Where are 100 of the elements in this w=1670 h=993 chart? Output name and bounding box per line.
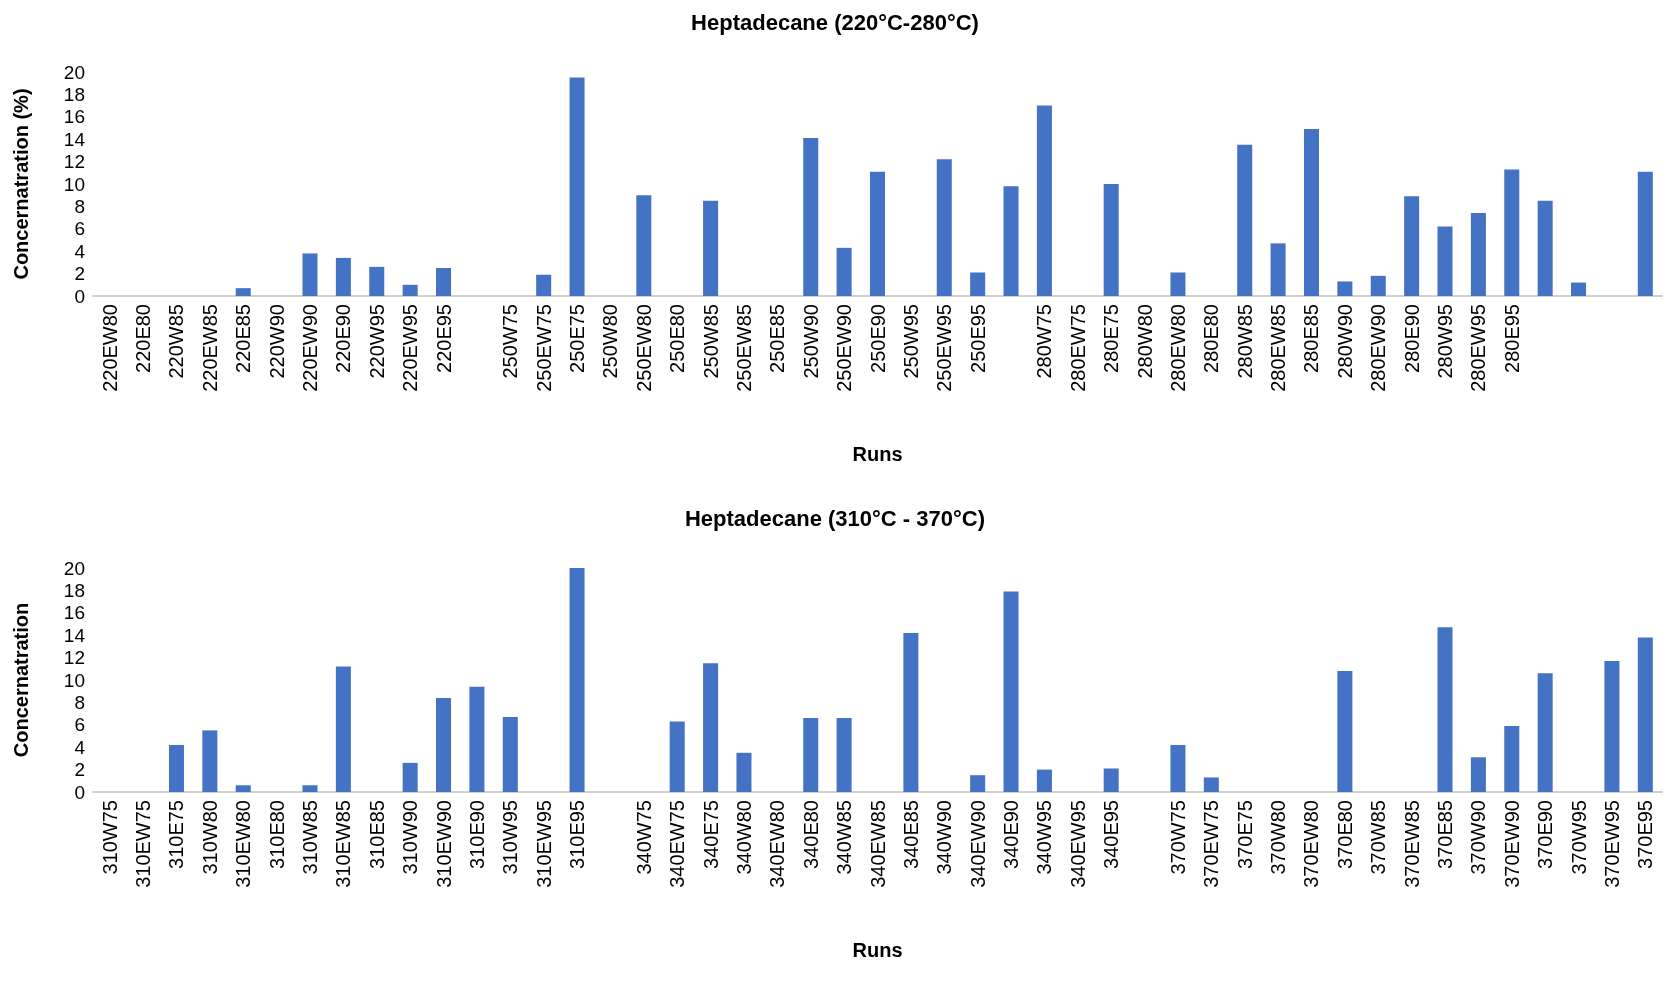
y-tick-label: 20 bbox=[63, 557, 85, 579]
x-tick-label: 220E90 bbox=[332, 304, 355, 373]
bar bbox=[1504, 169, 1520, 296]
x-tick-label: 250E90 bbox=[866, 304, 889, 373]
bar bbox=[569, 77, 585, 296]
x-tick-label: 220W95 bbox=[365, 304, 388, 379]
bar bbox=[469, 686, 485, 792]
x-tick-label: 220E85 bbox=[232, 304, 255, 373]
y-tick-label: 8 bbox=[74, 691, 85, 713]
x-tick-label: 310EW85 bbox=[332, 800, 355, 888]
y-tick-label: 12 bbox=[63, 647, 85, 669]
x-tick-label: 340E85 bbox=[899, 800, 922, 869]
x-tick-label: 370E90 bbox=[1534, 800, 1557, 869]
y-tick-label: 20 bbox=[63, 61, 85, 83]
x-tick-label: 310EW90 bbox=[432, 800, 455, 888]
y-tick-label: 14 bbox=[63, 624, 86, 646]
x-tick-label: 340EW95 bbox=[1066, 800, 1089, 888]
x-tick-label: 370EW80 bbox=[1300, 800, 1323, 888]
bar bbox=[1003, 186, 1019, 296]
bar bbox=[1337, 671, 1353, 792]
x-tick-label: 280E85 bbox=[1300, 304, 1323, 373]
x-tick-label: 250EW90 bbox=[833, 304, 856, 392]
bar bbox=[1604, 660, 1620, 792]
bar bbox=[1303, 129, 1319, 296]
y-tick-label: 8 bbox=[74, 195, 85, 217]
x-tick-label: 280EW85 bbox=[1267, 304, 1290, 392]
chart-title: Heptadecane (310°C - 370°C) bbox=[684, 505, 986, 531]
x-tick-label: 370E95 bbox=[1634, 800, 1657, 869]
bar bbox=[836, 247, 852, 296]
x-tick-label: 250W85 bbox=[699, 304, 722, 379]
bar bbox=[970, 775, 986, 792]
x-tick-label: 370W90 bbox=[1467, 800, 1490, 875]
x-axis-title: Runs bbox=[852, 939, 903, 961]
y-axis-title: Concernatration bbox=[10, 602, 32, 758]
x-tick-label: 310E90 bbox=[465, 800, 488, 869]
x-tick-label: 340EW85 bbox=[866, 800, 889, 888]
x-tick-label: 280EW75 bbox=[1066, 304, 1089, 392]
x-tick-label: 310EW95 bbox=[532, 800, 555, 888]
bar bbox=[502, 716, 518, 792]
x-tick-label: 310E95 bbox=[566, 800, 589, 869]
x-tick-label: 340EW80 bbox=[766, 800, 789, 888]
bar bbox=[869, 171, 886, 296]
x-tick-label: 340EW75 bbox=[666, 800, 689, 888]
bar bbox=[202, 730, 218, 792]
x-tick-label: 280E80 bbox=[1200, 304, 1223, 373]
x-tick-label: 310W75 bbox=[98, 800, 121, 875]
bar bbox=[1337, 281, 1353, 296]
y-tick-label: 0 bbox=[74, 285, 85, 307]
bar bbox=[1370, 275, 1386, 296]
x-tick-label: 280EW95 bbox=[1467, 304, 1490, 392]
bar bbox=[936, 159, 952, 296]
x-tick-label: 310W95 bbox=[499, 800, 522, 875]
bar bbox=[1203, 777, 1219, 792]
y-tick-label: 12 bbox=[63, 151, 85, 173]
bar bbox=[536, 274, 552, 296]
bar bbox=[369, 266, 385, 296]
bar bbox=[302, 785, 318, 792]
x-tick-label: 250EW95 bbox=[933, 304, 956, 392]
bar bbox=[1003, 591, 1019, 792]
bar bbox=[1537, 200, 1553, 296]
x-tick-label: 370W75 bbox=[1166, 800, 1189, 875]
y-tick-label: 0 bbox=[74, 781, 85, 803]
x-tick-label: 280W80 bbox=[1133, 304, 1156, 379]
y-tick-label: 18 bbox=[63, 579, 85, 601]
x-tick-label: 280E95 bbox=[1500, 304, 1523, 373]
x-tick-label: 340W95 bbox=[1033, 800, 1056, 875]
bar bbox=[1571, 282, 1587, 296]
x-tick-label: 250E85 bbox=[766, 304, 789, 373]
x-tick-label: 280W90 bbox=[1333, 304, 1356, 379]
y-tick-label: 4 bbox=[74, 240, 86, 262]
bar bbox=[335, 257, 351, 296]
x-tick-label: 340E75 bbox=[699, 800, 722, 869]
x-tick-label: 220E80 bbox=[132, 304, 155, 373]
x-tick-label: 310W85 bbox=[298, 800, 321, 875]
x-tick-label: 250EW85 bbox=[732, 304, 755, 392]
x-tick-label: 370E85 bbox=[1434, 800, 1457, 869]
bar bbox=[436, 697, 452, 792]
y-tick-label: 6 bbox=[74, 218, 85, 240]
x-tick-label: 340W90 bbox=[933, 800, 956, 875]
x-tick-label: 340E80 bbox=[799, 800, 822, 869]
x-tick-label: 250W80 bbox=[599, 304, 622, 379]
y-tick-label: 4 bbox=[74, 736, 86, 758]
x-tick-label: 340W85 bbox=[833, 800, 856, 875]
x-tick-label: 280W85 bbox=[1233, 304, 1256, 379]
bar bbox=[235, 288, 251, 296]
x-tick-label: 310E75 bbox=[165, 800, 188, 869]
x-tick-label: 310E85 bbox=[365, 800, 388, 869]
x-tick-label: 250E95 bbox=[966, 304, 989, 373]
bar bbox=[1437, 627, 1453, 792]
y-tick-label: 2 bbox=[74, 263, 85, 285]
bar bbox=[235, 785, 251, 792]
y-tick-label: 10 bbox=[63, 173, 85, 195]
x-tick-label: 310W80 bbox=[198, 800, 221, 875]
x-tick-label: 370E80 bbox=[1333, 800, 1356, 869]
x-tick-label: 220E95 bbox=[432, 304, 455, 373]
y-tick-label: 16 bbox=[63, 106, 85, 128]
bar bbox=[1270, 243, 1286, 296]
bar bbox=[1036, 105, 1052, 296]
x-tick-label: 220EW95 bbox=[399, 304, 422, 392]
bar bbox=[1470, 213, 1486, 296]
